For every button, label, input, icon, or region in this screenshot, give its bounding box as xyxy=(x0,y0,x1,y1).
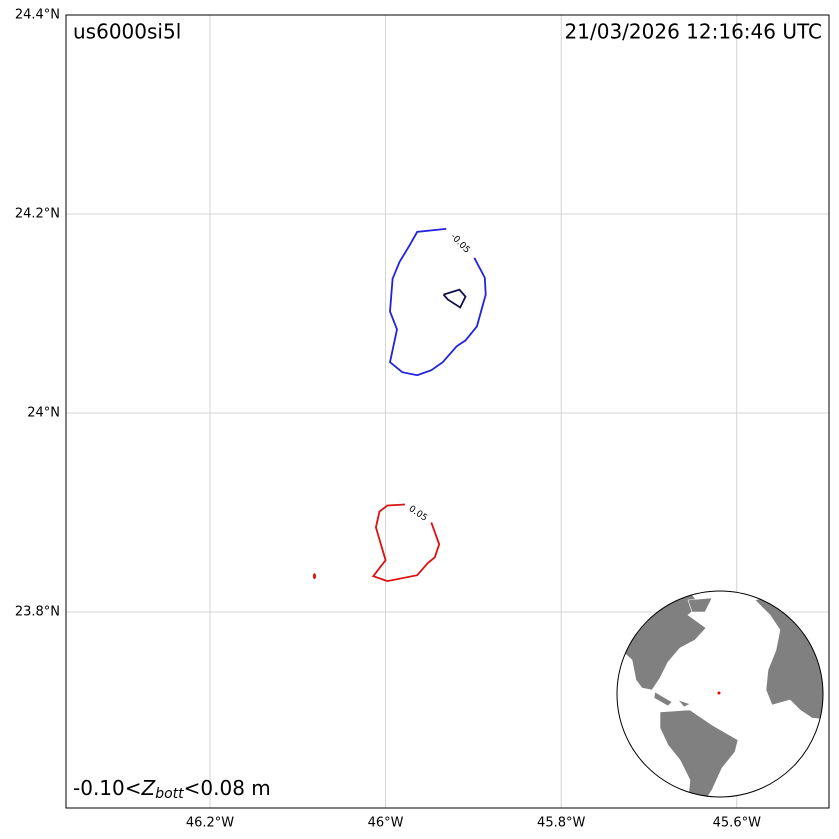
x-tick-label: 45.8°W xyxy=(537,816,585,831)
range-label: -0.10<Zbott<0.08 m xyxy=(73,776,271,803)
title: us6000si5l xyxy=(73,20,181,44)
y-tick-label: 24.4°N xyxy=(15,8,60,23)
x-tick-label: 46°W xyxy=(368,816,404,831)
y-tick-label: 24°N xyxy=(27,405,60,420)
range-symbol: Z xyxy=(141,776,157,800)
contours: -0.05 0.05 xyxy=(312,228,487,583)
y-tick-label: 23.8°N xyxy=(15,604,60,619)
contour-label: 0.05 xyxy=(407,504,429,524)
contour-line xyxy=(371,503,441,583)
range-subscript: bott xyxy=(155,786,184,802)
contour-line xyxy=(389,228,487,377)
caribbean xyxy=(653,691,691,708)
y-tick-label: 24.2°N xyxy=(15,206,60,221)
greenland-coast xyxy=(687,597,713,613)
frame xyxy=(65,14,830,809)
grid xyxy=(66,14,829,808)
globe-outline xyxy=(616,590,824,798)
x-tick-label: 46.2°W xyxy=(186,816,234,831)
timestamp: 21/03/2026 12:16:46 UTC xyxy=(565,20,822,44)
range-prefix: -0.10< xyxy=(73,776,142,800)
contour-line xyxy=(442,288,467,309)
range-suffix: <0.08 m xyxy=(184,776,271,800)
contour-label: -0.05 xyxy=(448,232,471,256)
x-tick-label: 45.6°W xyxy=(713,816,761,831)
south-america xyxy=(659,709,739,797)
inset-globe xyxy=(616,590,824,798)
contour-spot xyxy=(312,573,316,580)
epicenter-marker xyxy=(717,691,721,695)
